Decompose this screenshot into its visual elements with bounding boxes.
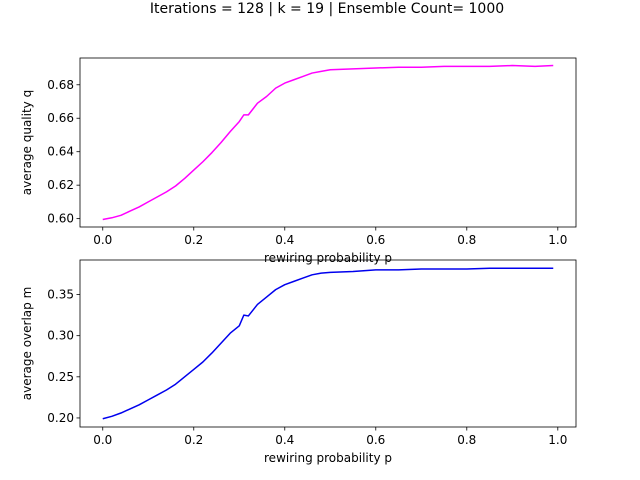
overlap-x-tick-label: 1.0 [548, 433, 567, 447]
overlap-y-tick-label: 0.30 [47, 329, 74, 343]
quality-x-axis-label: rewiring probability p [264, 251, 392, 265]
quality-x-tick-label: 0.6 [366, 233, 385, 247]
quality-x-tick-label: 0.8 [457, 233, 476, 247]
quality-y-tick-label: 0.62 [47, 178, 74, 192]
overlap-y-tick-label: 0.25 [47, 370, 74, 384]
overlap-series-line [102, 267, 554, 420]
overlap-x-tick-label: 0.6 [366, 433, 385, 447]
subplot-quality: 0.0 0.2 0.4 0.6 0.8 1.0 0.60 0.62 0.64 0.66 0.68 re… [20, 57, 577, 265]
overlap-x-axis-label: rewiring probability p [264, 451, 392, 465]
quality-x-tick-label: 0.2 [184, 233, 203, 247]
overlap-axes-frame [79, 259, 577, 428]
overlap-x-tick-label: 0.8 [457, 433, 476, 447]
quality-x-tick-label: 0.4 [275, 233, 294, 247]
chart-title: Iterations = 128 | k = 19 | Ensemble Cou… [150, 1, 504, 17]
quality-y-tick-label: 0.66 [47, 111, 74, 125]
quality-axes-frame [79, 57, 577, 228]
quality-y-tick-label: 0.68 [47, 78, 74, 92]
quality-x-tick-label: 1.0 [548, 233, 567, 247]
overlap-y-tick-label: 0.20 [47, 411, 74, 425]
overlap-x-tick-label: 0.2 [184, 433, 203, 447]
quality-y-tick-label: 0.64 [47, 145, 74, 159]
quality-x-tick-label: 0.0 [93, 233, 112, 247]
overlap-x-tick-label: 0.0 [93, 433, 112, 447]
overlap-y-tick-label: 0.35 [47, 288, 74, 302]
quality-y-axis-label: average quality q [20, 90, 34, 195]
quality-series-line [102, 64, 554, 221]
subplot-overlap: 0.0 0.2 0.4 0.6 0.8 1.0 0.20 0.25 0.30 0.35 rewiri… [20, 259, 577, 465]
quality-y-tick-label: 0.60 [47, 212, 74, 226]
overlap-y-axis-label: average overlap m [20, 287, 34, 401]
overlap-x-tick-label: 0.4 [275, 433, 294, 447]
